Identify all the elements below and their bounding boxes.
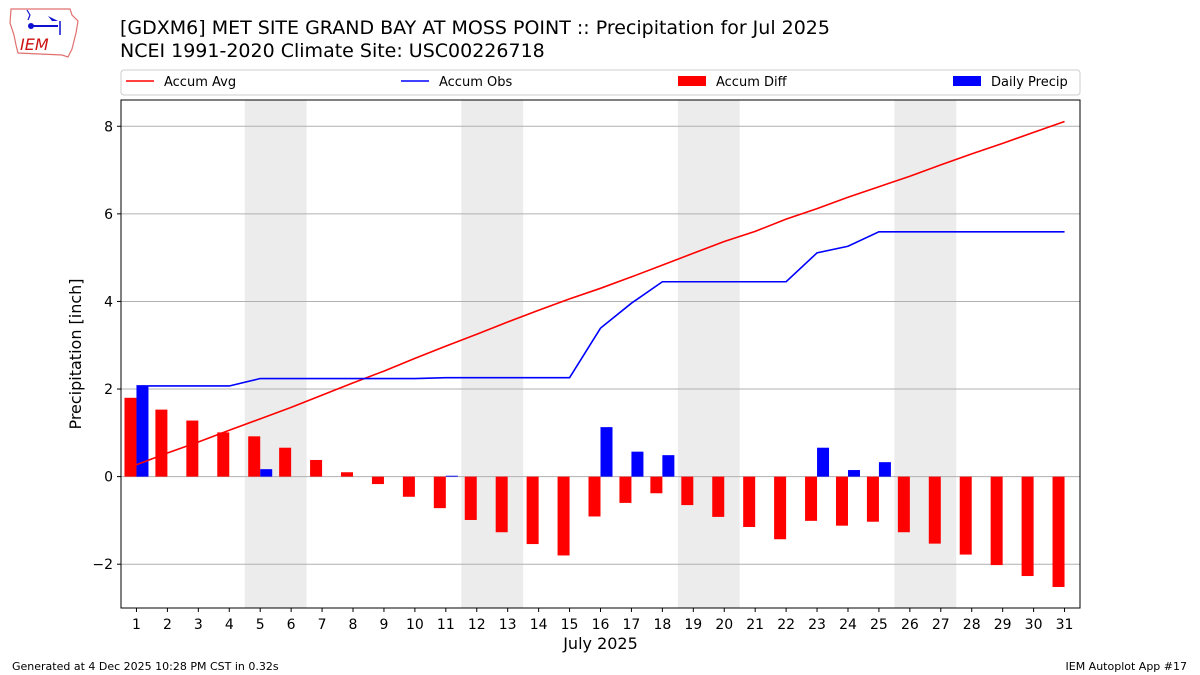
daily-precip-bar [662, 455, 675, 477]
y-tick-label: −2 [92, 557, 113, 573]
daily-precip-bar [445, 475, 458, 477]
y-tick-label: 6 [104, 207, 113, 223]
legend-label: Accum Avg [164, 75, 236, 90]
accum-diff-bar [835, 476, 848, 526]
accum-diff-bar [557, 476, 570, 556]
y-axis-label: Precipitation [inch] [66, 278, 85, 429]
accum-diff-bar [619, 476, 632, 503]
x-tick-label: 27 [932, 617, 950, 633]
legend-label: Daily Precip [991, 75, 1068, 90]
legend-swatch [953, 76, 981, 86]
x-tick-label: 11 [437, 617, 455, 633]
accum-diff-bar [402, 476, 415, 497]
daily-precip-bar [878, 462, 891, 477]
accum-diff-bar [310, 459, 323, 477]
daily-precip-bar [260, 469, 273, 477]
x-tick-label: 17 [623, 617, 641, 633]
x-tick-label: 8 [349, 617, 358, 633]
x-tick-label: 5 [256, 617, 265, 633]
x-tick-label: 4 [225, 617, 234, 633]
legend-label: Accum Obs [439, 75, 512, 90]
y-tick-label: 0 [104, 470, 113, 486]
y-tick-label: 2 [104, 382, 113, 398]
x-tick-label: 12 [468, 617, 486, 633]
x-tick-label: 21 [746, 617, 764, 633]
x-tick-label: 24 [839, 617, 857, 633]
chart-subtitle: NCEI 1991-2020 Climate Site: USC00226718 [120, 40, 545, 62]
y-tick-label: 8 [104, 119, 113, 135]
x-tick-label: 19 [684, 617, 702, 633]
accum-diff-bar [774, 476, 787, 540]
generated-timestamp: Generated at 4 Dec 2025 10:28 PM CST in … [12, 660, 279, 673]
accum-obs-line [136, 231, 1065, 387]
x-tick-label: 10 [406, 617, 424, 633]
accum-diff-bar [217, 432, 230, 477]
accum-diff-bar [588, 476, 601, 517]
legend-swatch [678, 76, 706, 86]
weekend-shading [244, 100, 307, 608]
accum-diff-bar [371, 476, 384, 485]
accum-diff-bar [928, 476, 941, 544]
accum-diff-bar [681, 476, 694, 506]
x-tick-label: 14 [530, 617, 548, 633]
accum-diff-bar [124, 397, 137, 477]
accum-diff-bar [433, 476, 446, 509]
x-tick-label: 26 [901, 617, 919, 633]
accum-diff-bar [743, 476, 756, 527]
daily-precip-bar [631, 451, 644, 477]
accum-diff-bar [959, 476, 972, 555]
accum-diff-bar [805, 476, 818, 521]
x-tick-label: 28 [963, 617, 981, 633]
x-tick-label: 25 [870, 617, 888, 633]
x-tick-label: 15 [561, 617, 579, 633]
accum-diff-bar [650, 476, 663, 494]
accum-diff-bar [186, 420, 199, 477]
app-id: IEM Autoplot App #17 [1065, 660, 1188, 673]
svg-text:IEM: IEM [20, 35, 49, 54]
iem-logo: IEM [8, 5, 80, 63]
x-tick-label: 29 [994, 617, 1012, 633]
accum-diff-bar [155, 409, 168, 477]
accum-diff-bar [248, 436, 261, 477]
accum-diff-bar [1021, 476, 1034, 577]
daily-precip-bar [817, 447, 830, 477]
x-tick-label: 16 [592, 617, 610, 633]
accum-diff-bar [495, 476, 508, 533]
y-tick-label: 4 [104, 294, 113, 310]
accum-diff-bar [866, 476, 879, 522]
accum-diff-bar [1052, 476, 1065, 587]
accum-diff-bar [341, 472, 354, 477]
legend-box [120, 69, 1081, 96]
x-tick-label: 6 [287, 617, 296, 633]
daily-precip-bar [136, 385, 149, 477]
accum-diff-bar [526, 476, 539, 545]
daily-precip-bar [600, 427, 613, 477]
x-tick-label: 18 [653, 617, 671, 633]
x-tick-label: 30 [1025, 617, 1043, 633]
weekend-shading [677, 100, 740, 608]
daily-precip-bar [847, 470, 860, 477]
accum-diff-bar [897, 476, 910, 533]
x-tick-label: 13 [499, 617, 517, 633]
weekend-shading [461, 100, 524, 608]
x-tick-label: 2 [163, 617, 172, 633]
accum-avg-line [136, 120, 1065, 466]
x-tick-label: 22 [777, 617, 795, 633]
x-tick-label: 31 [1056, 617, 1074, 633]
accum-diff-bar [990, 476, 1003, 566]
x-tick-label: 1 [132, 617, 141, 633]
accum-diff-bar [279, 447, 292, 477]
chart-title: [GDXM6] MET SITE GRAND BAY AT MOSS POINT… [120, 17, 830, 39]
x-axis-label: July 2025 [562, 634, 638, 653]
accum-diff-bar [712, 476, 725, 517]
x-tick-label: 9 [379, 617, 388, 633]
legend-label: Accum Diff [716, 75, 788, 90]
accum-diff-bar [464, 476, 477, 520]
x-tick-label: 3 [194, 617, 203, 633]
x-tick-label: 7 [318, 617, 327, 633]
x-tick-label: 23 [808, 617, 826, 633]
x-tick-label: 20 [715, 617, 733, 633]
